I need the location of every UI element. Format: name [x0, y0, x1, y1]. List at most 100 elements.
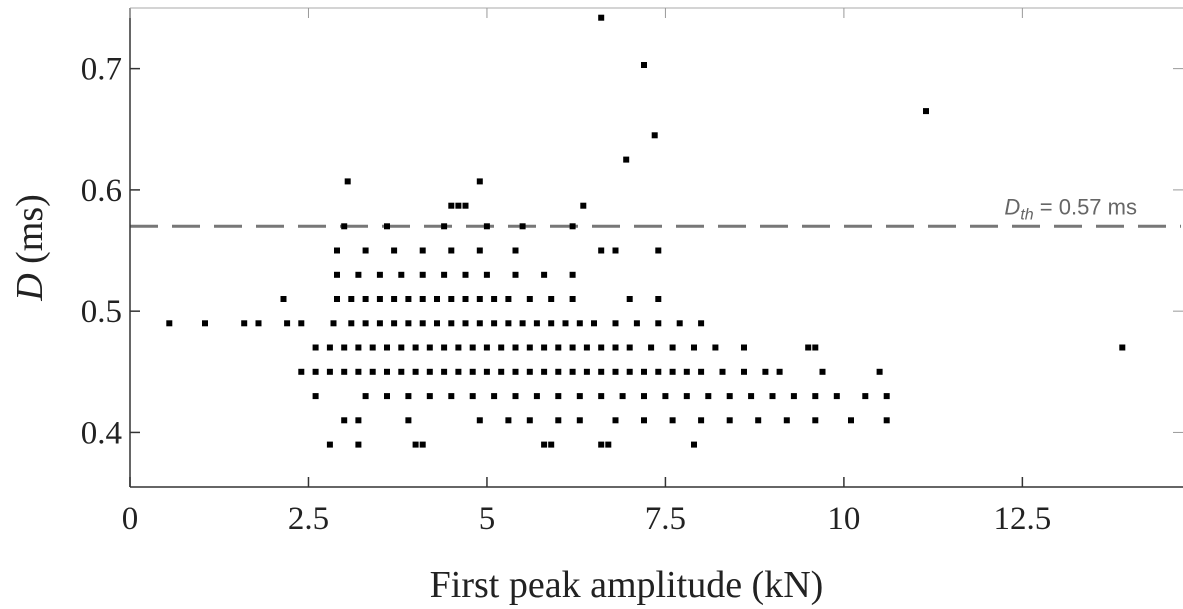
data-point — [334, 296, 340, 302]
data-point — [405, 417, 412, 424]
data-point — [326, 441, 333, 448]
data-point — [512, 271, 519, 278]
data-point — [526, 368, 533, 375]
data-point — [498, 368, 505, 375]
data-point — [883, 417, 890, 424]
data-point — [812, 393, 819, 400]
data-point — [369, 344, 376, 351]
data-point — [255, 320, 262, 327]
data-point — [598, 247, 605, 254]
x-axis-label: First peak amplitude (kN) — [430, 564, 824, 606]
data-point — [476, 417, 483, 424]
data-point — [598, 14, 605, 21]
data-point — [626, 344, 633, 351]
data-point — [419, 247, 426, 254]
data-point — [541, 271, 548, 278]
data-point — [783, 417, 790, 424]
data-point — [626, 296, 633, 302]
data-point — [426, 368, 433, 375]
x-ticks: 0 2.5 5 7.5 10 12.5 — [122, 8, 1051, 537]
data-point — [434, 320, 440, 327]
data-point — [833, 393, 840, 400]
axes — [129, 7, 1183, 488]
threshold-label-sub: th — [1020, 206, 1033, 223]
data-point — [434, 296, 440, 302]
data-point — [483, 223, 490, 230]
data-point — [555, 417, 562, 424]
data-point — [526, 296, 533, 302]
data-point — [762, 368, 769, 375]
y-tick-label: 0.5 — [81, 294, 122, 330]
data-point — [512, 344, 519, 351]
data-point — [598, 344, 605, 351]
data-point — [883, 393, 890, 400]
data-point — [369, 368, 376, 375]
data-point — [519, 223, 526, 230]
data-point — [662, 393, 669, 400]
data-point — [376, 271, 383, 278]
data-point — [541, 344, 548, 351]
data-point — [719, 368, 726, 375]
data-point — [691, 441, 697, 448]
data-point — [548, 296, 555, 302]
data-point — [462, 271, 469, 278]
data-point — [166, 320, 173, 327]
data-point — [448, 296, 455, 302]
data-point — [505, 296, 512, 302]
data-point — [755, 417, 762, 424]
data-point — [512, 393, 519, 400]
data-point — [412, 344, 419, 351]
data-point — [712, 344, 719, 351]
data-point — [341, 223, 348, 230]
data-point — [391, 247, 398, 254]
data-point — [376, 320, 383, 327]
data-point — [612, 344, 619, 351]
data-point — [669, 417, 676, 424]
data-point — [526, 417, 533, 424]
data-point — [398, 344, 405, 351]
data-point — [498, 344, 505, 351]
data-point — [512, 247, 519, 254]
y-ticks: 0.4 0.5 0.6 0.7 — [81, 52, 1183, 451]
data-point — [491, 296, 498, 302]
data-point — [533, 320, 540, 327]
data-point — [476, 320, 483, 327]
data-point — [669, 368, 676, 375]
x-tick-label: 2.5 — [288, 501, 329, 537]
data-point — [555, 393, 562, 400]
data-point — [555, 368, 562, 375]
data-point — [391, 296, 398, 302]
data-point — [698, 417, 705, 424]
data-point — [923, 108, 929, 115]
data-point — [541, 441, 548, 448]
data-points — [166, 14, 1126, 448]
data-point — [330, 320, 337, 327]
data-point — [412, 441, 419, 448]
data-point — [1119, 344, 1126, 351]
data-point — [441, 223, 448, 230]
data-point — [419, 320, 426, 327]
data-point — [341, 417, 348, 424]
data-point — [355, 441, 362, 448]
data-point — [698, 320, 705, 327]
data-point — [748, 393, 755, 400]
data-point — [491, 393, 498, 400]
data-point — [483, 368, 490, 375]
data-point — [812, 344, 819, 351]
data-point — [284, 320, 291, 327]
x-tick-label: 0 — [122, 501, 139, 537]
y-axis-label-unit: (ms) — [9, 194, 51, 273]
data-point — [541, 368, 548, 375]
data-point — [455, 344, 462, 351]
data-point — [505, 417, 512, 424]
data-point — [419, 441, 426, 448]
data-point — [569, 271, 576, 278]
data-point — [505, 320, 512, 327]
data-point — [455, 202, 462, 209]
data-point — [805, 344, 812, 351]
data-point — [312, 393, 319, 400]
data-point — [405, 320, 412, 327]
data-point — [362, 320, 369, 327]
data-point — [344, 178, 351, 185]
data-point — [491, 320, 498, 327]
